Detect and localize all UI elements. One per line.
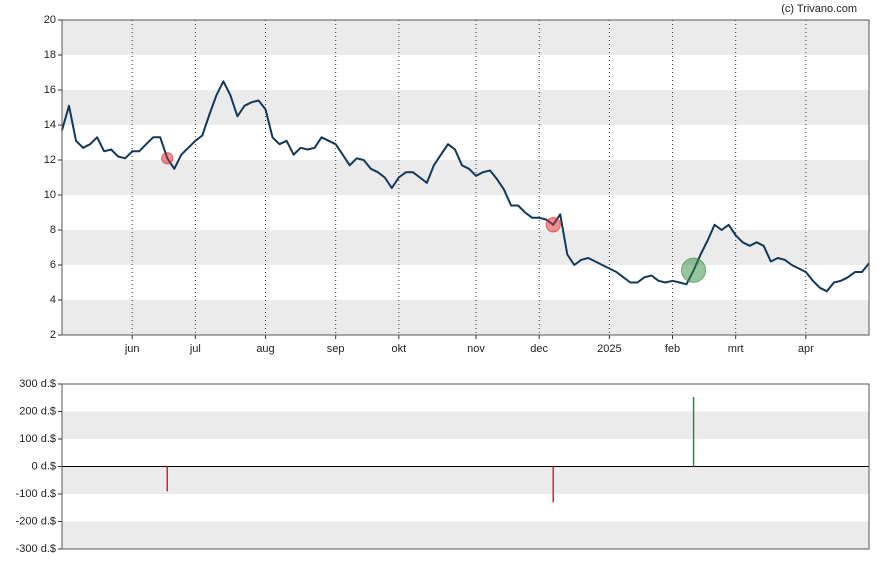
band [62,521,869,549]
y-tick-label: 300 d.$ [19,378,56,390]
y-tick-label: 20 [44,14,56,26]
band [62,411,869,439]
band [62,90,869,125]
y-tick-label: 100 d.$ [19,433,56,445]
x-tick-label: okt [391,343,406,355]
x-tick-label: feb [665,343,680,355]
y-tick-label: 6 [50,259,56,271]
y-tick-label: 4 [50,294,56,306]
y-tick-label: 10 [44,189,56,201]
y-tick-label: 14 [44,119,56,131]
x-tick-label: sep [327,343,345,355]
x-tick-label: jul [189,343,201,355]
chart-title: (c) Trivano.com [781,3,857,15]
y-tick-label: -200 d.$ [16,515,56,527]
x-tick-label: aug [256,343,274,355]
y-tick-label: 0 d.$ [32,460,56,472]
x-tick-label: dec [530,343,548,355]
y-tick-label: 8 [50,224,56,236]
x-tick-label: jun [124,343,140,355]
y-tick-label: 2 [50,329,56,341]
x-tick-label: apr [798,343,814,355]
y-tick-label: 200 d.$ [19,405,56,417]
x-tick-label: 2025 [597,343,621,355]
x-tick-label: nov [467,343,485,355]
plot-frame [61,383,870,550]
transaction-marker [545,217,561,233]
plot-frame [61,19,870,336]
y-tick-label: -100 d.$ [16,488,56,500]
y-tick-label: 16 [44,84,56,96]
y-tick-label: 12 [44,154,56,166]
band [62,20,869,55]
y-tick-label: 18 [44,49,56,61]
transaction-marker [161,152,174,165]
y-tick-label: -300 d.$ [16,543,56,555]
price-line [61,80,870,293]
x-tick-label: mrt [728,343,744,355]
band [62,230,869,265]
band [62,466,869,494]
band [62,160,869,195]
transaction-marker [680,257,707,283]
band [62,300,869,335]
